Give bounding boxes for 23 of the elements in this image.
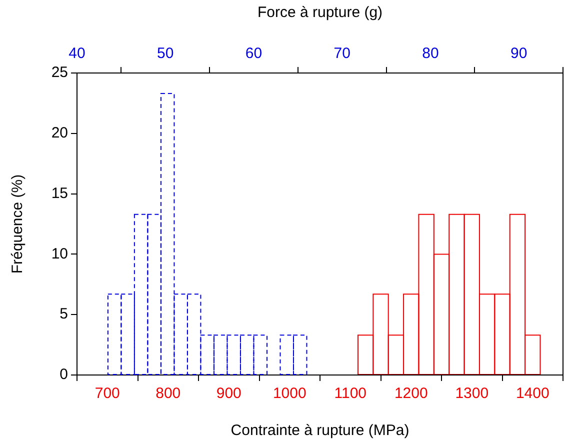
x-tick-label: 1000 bbox=[272, 385, 306, 402]
y-tick-label: 15 bbox=[51, 184, 68, 202]
y-tick-label: 0 bbox=[60, 366, 68, 384]
x-tick-label: 900 bbox=[216, 385, 242, 402]
x-tick-label: 1200 bbox=[394, 385, 428, 402]
y-tick-label: 10 bbox=[51, 245, 68, 262]
y-tick-label: 25 bbox=[51, 64, 68, 82]
y-axis-title: Fréquence (%) bbox=[9, 174, 26, 274]
x-axis-title: Force à rupture (g) bbox=[257, 4, 383, 22]
x-tick-label: 40 bbox=[68, 45, 86, 62]
x-tick-label: 1100 bbox=[334, 385, 367, 402]
y-tick-label: 5 bbox=[60, 306, 68, 323]
x-tick-label: 60 bbox=[245, 45, 262, 62]
x-tick-label: 90 bbox=[510, 45, 528, 62]
x-tick-label: 70 bbox=[334, 45, 350, 62]
x-tick-label: 1400 bbox=[516, 385, 550, 402]
x-tick-label: 800 bbox=[156, 385, 181, 402]
x-tick-label: 80 bbox=[422, 45, 439, 62]
x-tick-label: 50 bbox=[157, 45, 174, 62]
x-tick-label: 1300 bbox=[455, 385, 489, 402]
y-tick-label: 20 bbox=[51, 124, 68, 142]
x-axis-title: Contrainte à rupture (MPa) bbox=[230, 422, 410, 440]
x-tick-label: 700 bbox=[94, 385, 120, 402]
